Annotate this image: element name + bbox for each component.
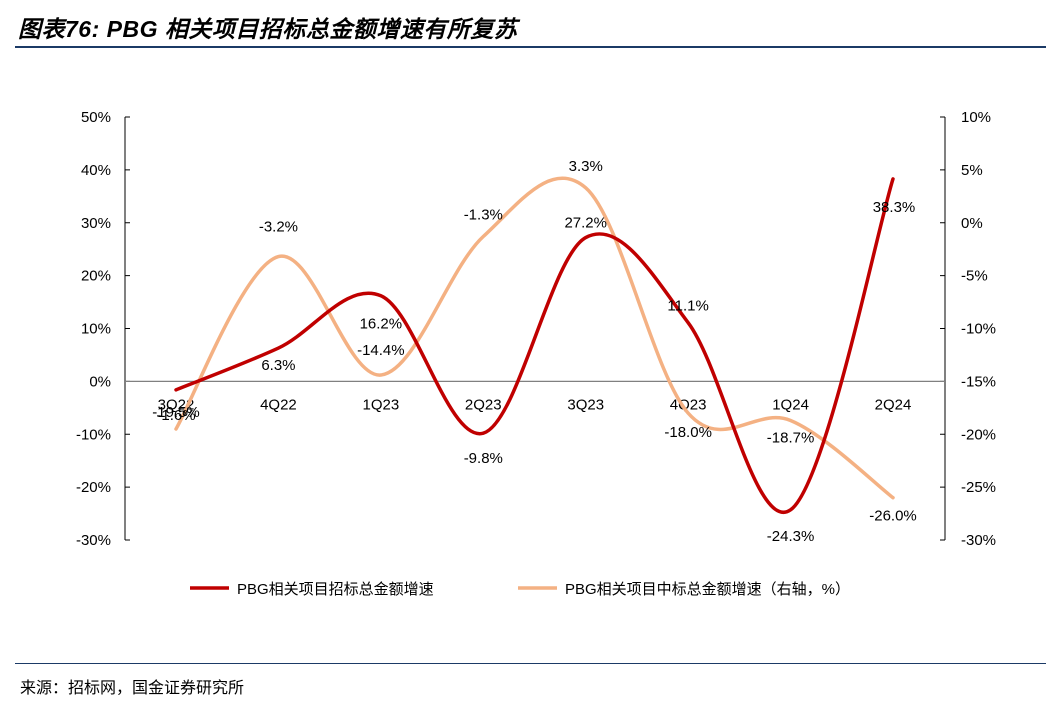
x-axis-tick-label: 2Q24: [875, 396, 912, 413]
data-label-award-growth: -3.2%: [259, 219, 298, 236]
right-axis-tick-label: -10%: [961, 321, 996, 338]
footer-divider: [15, 663, 1046, 664]
data-label-tender-growth: 38.3%: [873, 199, 916, 216]
data-label-award-growth: -14.4%: [357, 342, 405, 359]
left-axis-tick-label: 50%: [81, 109, 111, 126]
data-label-tender-growth: 27.2%: [564, 215, 607, 232]
right-axis-tick-label: -5%: [961, 268, 988, 285]
data-label-award-growth: -18.7%: [767, 430, 815, 447]
right-axis-tick-label: -25%: [961, 479, 996, 496]
x-axis-tick-label: 2Q23: [465, 396, 502, 413]
x-axis-tick-label: 1Q23: [363, 396, 400, 413]
left-axis-tick-label: 0%: [89, 373, 111, 390]
right-axis-tick-label: -20%: [961, 426, 996, 443]
left-axis-tick-label: -30%: [76, 532, 111, 549]
line-chart: -30% -20% -10% 0% 10% 20% 30% 40% 50% -30% -25% -20…: [76, 109, 996, 598]
data-label-award-growth: -26.0%: [869, 508, 917, 525]
data-label-award-growth: -18.0%: [664, 424, 712, 441]
right-axis-tick-label: 10%: [961, 109, 991, 126]
left-axis-tick-label: -10%: [76, 426, 111, 443]
right-axis-tick-label: 5%: [961, 162, 983, 179]
data-label-tender-growth: 6.3%: [261, 357, 295, 374]
data-label-tender-growth: 11.1%: [667, 298, 708, 315]
chart-title: 图表76: PBG 相关项目招标总金额增速有所复苏: [18, 16, 518, 42]
series-line-award-growth: [174, 176, 895, 500]
left-axis-tick-label: 20%: [81, 268, 111, 285]
series-line-tender-growth: [174, 177, 895, 514]
data-label-tender-growth: 16.2%: [360, 316, 403, 333]
source-note: 来源：招标网，国金证券研究所: [20, 678, 245, 697]
legend-label-award-growth: PBG相关项目中标总金额增速（右轴，%）: [565, 581, 850, 598]
left-axis-tick-label: 10%: [81, 321, 111, 338]
title-divider: [15, 46, 1046, 48]
data-label-tender-growth: -9.8%: [464, 450, 503, 467]
x-axis-tick-label: 4Q22: [260, 396, 297, 413]
right-axis-tick-label: -15%: [961, 373, 996, 390]
data-label-tender-growth: -1.6%: [156, 407, 195, 424]
data-label-award-growth: 3.3%: [569, 158, 603, 175]
left-axis-tick-label: 30%: [81, 215, 111, 232]
data-label-award-growth: -19.5%: [152, 404, 200, 421]
right-axis-tick-label: 0%: [961, 215, 983, 232]
data-label-award-growth: -1.3%: [464, 206, 503, 223]
x-axis-tick-label: 3Q23: [567, 396, 604, 413]
left-axis-tick-label: 40%: [81, 162, 111, 179]
x-axis-tick-label: 1Q24: [772, 396, 809, 413]
right-axis-tick-label: -30%: [961, 532, 996, 549]
legend-label-tender-growth: PBG相关项目招标总金额增速: [237, 581, 434, 598]
left-axis-tick-label: -20%: [76, 479, 111, 496]
data-label-tender-growth: -24.3%: [767, 528, 815, 545]
